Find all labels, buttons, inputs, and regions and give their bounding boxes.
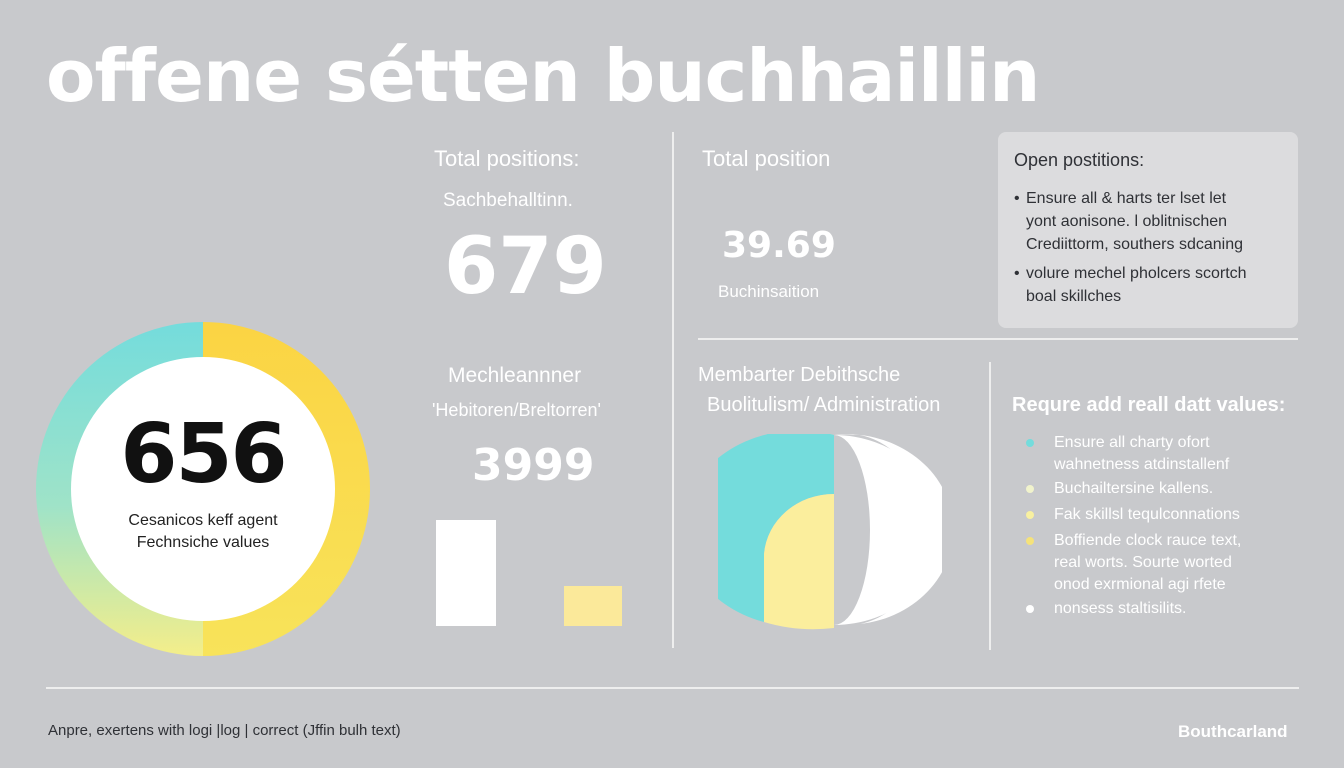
divider-vertical-1	[672, 132, 674, 648]
middle-sub: 'Hebitoren/Breltorren'	[432, 400, 601, 420]
card-title: Open postitions:	[1014, 150, 1145, 170]
card-item: • volure mechel pholcers scortch boal sk…	[1014, 262, 1282, 308]
kpi-right-value: 39.69	[722, 225, 836, 266]
list-item-line: wahnetness atdinstallenf	[1054, 456, 1230, 473]
bar-white	[436, 520, 496, 626]
bullet-dot-cyan	[1026, 439, 1034, 447]
footer-text: Anpre, exertens with logi |log | correct…	[48, 722, 401, 739]
list-item: Fak skillsl tequlconnations	[1026, 504, 1316, 526]
requirements-title: Requre add reall datt values:	[1012, 394, 1286, 416]
pie-segment-white	[834, 435, 942, 625]
card-item: • Ensure all & harts ter lset let yont a…	[1014, 187, 1282, 256]
pie-svg	[682, 430, 954, 630]
divider-horizontal-right	[698, 338, 1298, 340]
card-item-line: volure mechel pholcers scortch	[1026, 265, 1247, 282]
donut-center: 656 Cesanicos keff agent Fechnsiche valu…	[71, 357, 335, 621]
list-item-line: nonsess staltisilits.	[1054, 600, 1187, 617]
kpi-left-value: 679	[444, 222, 607, 312]
requirements-list: Ensure all charty ofort wahnetness atdin…	[1026, 432, 1316, 620]
kpi-left-sub: Sachbehalltinn.	[443, 190, 573, 211]
list-item-line: Fak skillsl tequlconnations	[1054, 506, 1240, 523]
donut-chart: 656 Cesanicos keff agent Fechnsiche valu…	[36, 322, 370, 656]
brand-logo: Bouthcarland	[1178, 722, 1288, 741]
open-positions-card: Open postitions: • Ensure all & harts te…	[998, 132, 1298, 328]
right-mid-label1: Membarter Debithsche	[698, 364, 901, 386]
donut-value: 656	[120, 407, 287, 502]
bullet-dot-light	[1026, 485, 1034, 493]
bullet-dot-white	[1026, 605, 1034, 613]
donut-caption: Cesanicos keff agent Fechnsiche values	[128, 510, 277, 554]
kpi-right-label: Total position	[702, 146, 831, 171]
list-item-line: Boffiende clock rauce text,	[1054, 532, 1242, 549]
bar-yellow	[564, 586, 622, 626]
list-item-line: Ensure all charty ofort	[1054, 434, 1210, 451]
bullet-dot-gold	[1026, 537, 1034, 545]
pie-segment-white-right	[834, 433, 954, 624]
card-item-line: Ensure all & harts ter lset let	[1026, 190, 1227, 207]
page-title: offene sétten buchhaillin	[46, 34, 1040, 118]
middle-value: 3999	[472, 440, 595, 491]
card-item-line: Crediittorm, southers sdcaning	[1026, 236, 1243, 253]
list-item-line: real worts. Sourte worted	[1054, 554, 1232, 571]
list-item: Buchailtersine kallens.	[1026, 478, 1316, 500]
pie-segment-yellow	[764, 493, 834, 630]
footer-divider	[46, 687, 1299, 689]
donut-caption-line1: Cesanicos keff agent	[128, 512, 278, 529]
middle-label: Mechleannner	[448, 364, 582, 387]
card-item-line: boal skillches	[1026, 288, 1122, 305]
list-item: nonsess staltisilits.	[1026, 598, 1316, 620]
bullet-icon: •	[1014, 265, 1020, 282]
list-item-line: onod exrmional agi rfete	[1054, 576, 1226, 593]
pie-chart	[682, 430, 954, 630]
right-mid-label2: Buolitulism/ Administration	[707, 394, 941, 416]
card-item-line: yont aonisone. l oblitnischen	[1026, 213, 1228, 230]
kpi-right-sub: Buchinsaition	[718, 282, 820, 301]
bar-chart	[436, 520, 626, 626]
list-item: Boffiende clock rauce text, real worts. …	[1026, 530, 1316, 596]
pie-segment-cyan	[682, 430, 834, 622]
donut-caption-line2: Fechnsiche values	[136, 534, 270, 551]
list-item-line: Buchailtersine kallens.	[1054, 480, 1214, 497]
list-item: Ensure all charty ofort wahnetness atdin…	[1026, 432, 1316, 476]
bullet-icon: •	[1014, 190, 1020, 207]
divider-vertical-2	[989, 362, 991, 650]
kpi-left-label: Total positions:	[434, 146, 580, 171]
bullet-dot-yellow	[1026, 511, 1034, 519]
